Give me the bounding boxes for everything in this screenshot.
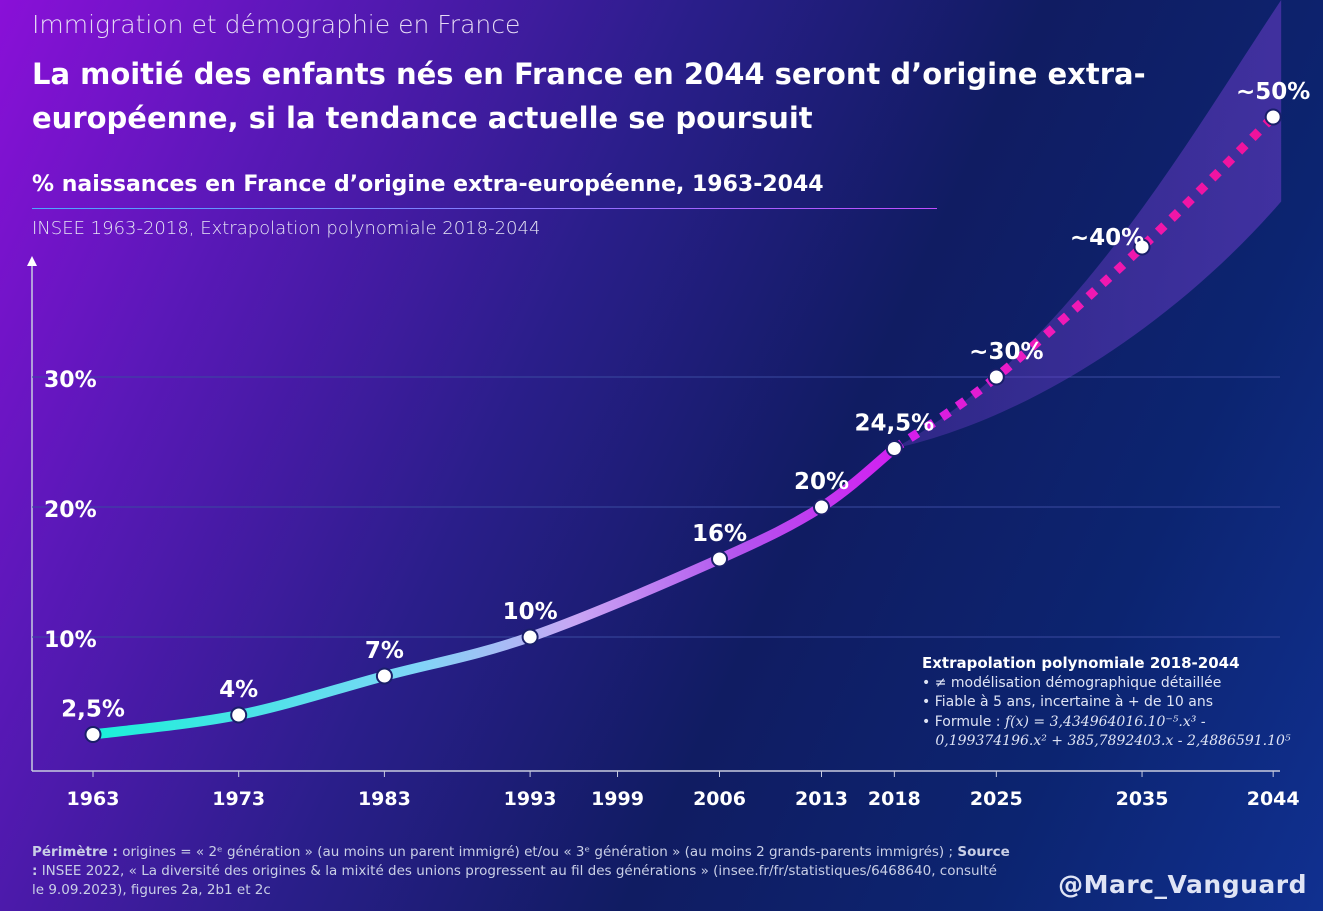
y-tick-label: 10%	[44, 628, 97, 653]
data-label: 7%	[365, 638, 404, 664]
perimetre-label: Périmètre :	[32, 844, 118, 860]
data-point	[375, 667, 393, 685]
data-label: ~50%	[1236, 79, 1310, 105]
data-point	[711, 550, 729, 568]
extrapolation-note: Extrapolation polynomiale 2018-2044 • ≠ …	[922, 654, 1291, 752]
series-line-extrapolation	[891, 113, 1277, 453]
x-tick-label: 1983	[358, 788, 411, 810]
note-bullet: • Fiable à 5 ans, incertaine à + de 10 a…	[922, 694, 1213, 710]
perimetre-text: origines = « 2ᵉ génération » (au moins u…	[117, 844, 958, 860]
footnote: Périmètre : origines = « 2ᵉ génération »…	[32, 843, 1012, 900]
data-point	[230, 706, 248, 724]
data-point	[1264, 108, 1282, 126]
chart-subtitle: INSEE 1963-2018, Extrapolation polynomia…	[32, 218, 541, 239]
note-formula: • Formule : f(x) = 3,434964016.10⁻⁵.x³ -…	[922, 713, 1291, 750]
series-line-observed	[88, 443, 900, 740]
data-point	[813, 498, 830, 516]
x-tick-label: 2035	[1116, 788, 1169, 810]
x-tick-label: 2018	[868, 788, 921, 810]
data-point	[987, 368, 1005, 386]
y-axis-arrow	[27, 256, 37, 266]
data-label: ~40%	[1070, 225, 1144, 251]
note-bullet: • ≠ modélisation démographique détaillée	[922, 674, 1222, 691]
chart-title: % naissances en France d’origine extra-e…	[32, 172, 824, 197]
kicker: Immigration et démographie en France	[32, 10, 521, 39]
title-rule	[32, 208, 937, 209]
data-label: 2,5%	[61, 697, 125, 723]
note-bullet-text: ≠ modélisation démographique détaillée	[934, 674, 1222, 691]
uncertainty-band	[894, 0, 1282, 449]
x-tick-label: 2006	[693, 788, 746, 810]
source-label: Source :	[32, 844, 1010, 879]
data-point	[84, 726, 102, 743]
data-point	[1133, 238, 1151, 256]
x-tick-label: 1963	[67, 788, 120, 810]
x-tick-label: 1999	[591, 788, 644, 810]
note-title: Extrapolation polynomiale 2018-2044	[922, 654, 1240, 672]
x-tick-label: 2044	[1247, 788, 1300, 810]
data-label: ~30%	[969, 339, 1043, 365]
source-text: INSEE 2022, « La diversité des origines …	[32, 863, 997, 898]
y-tick-label: 30%	[44, 368, 97, 393]
data-label: 10%	[503, 599, 558, 625]
data-point	[521, 628, 539, 646]
y-tick-label: 20%	[44, 498, 97, 523]
data-label: 16%	[692, 521, 747, 547]
x-tick-label: 2025	[970, 788, 1023, 810]
note-bullet-text: Fiable à 5 ans, incertaine à + de 10 ans	[934, 694, 1213, 710]
data-label: 20%	[794, 469, 849, 495]
x-tick-label: 1993	[504, 788, 557, 810]
x-tick-label: 1973	[212, 788, 265, 810]
data-label: 24,5%	[854, 411, 934, 437]
data-point	[885, 440, 903, 457]
author-handle: @Marc_Vanguard	[1058, 870, 1307, 899]
formula-label: Formule :	[934, 713, 1001, 730]
formula-line: f(x) = 3,434964016.10⁻⁵.x³ -	[1004, 713, 1206, 730]
headline: La moitié des enfants nés en France en 2…	[32, 57, 1146, 135]
data-label: 4%	[219, 677, 258, 703]
formula-line: 0,199374196.x² + 385,7892403.x - 2,48865…	[935, 733, 1291, 749]
x-tick-label: 2013	[795, 788, 848, 810]
